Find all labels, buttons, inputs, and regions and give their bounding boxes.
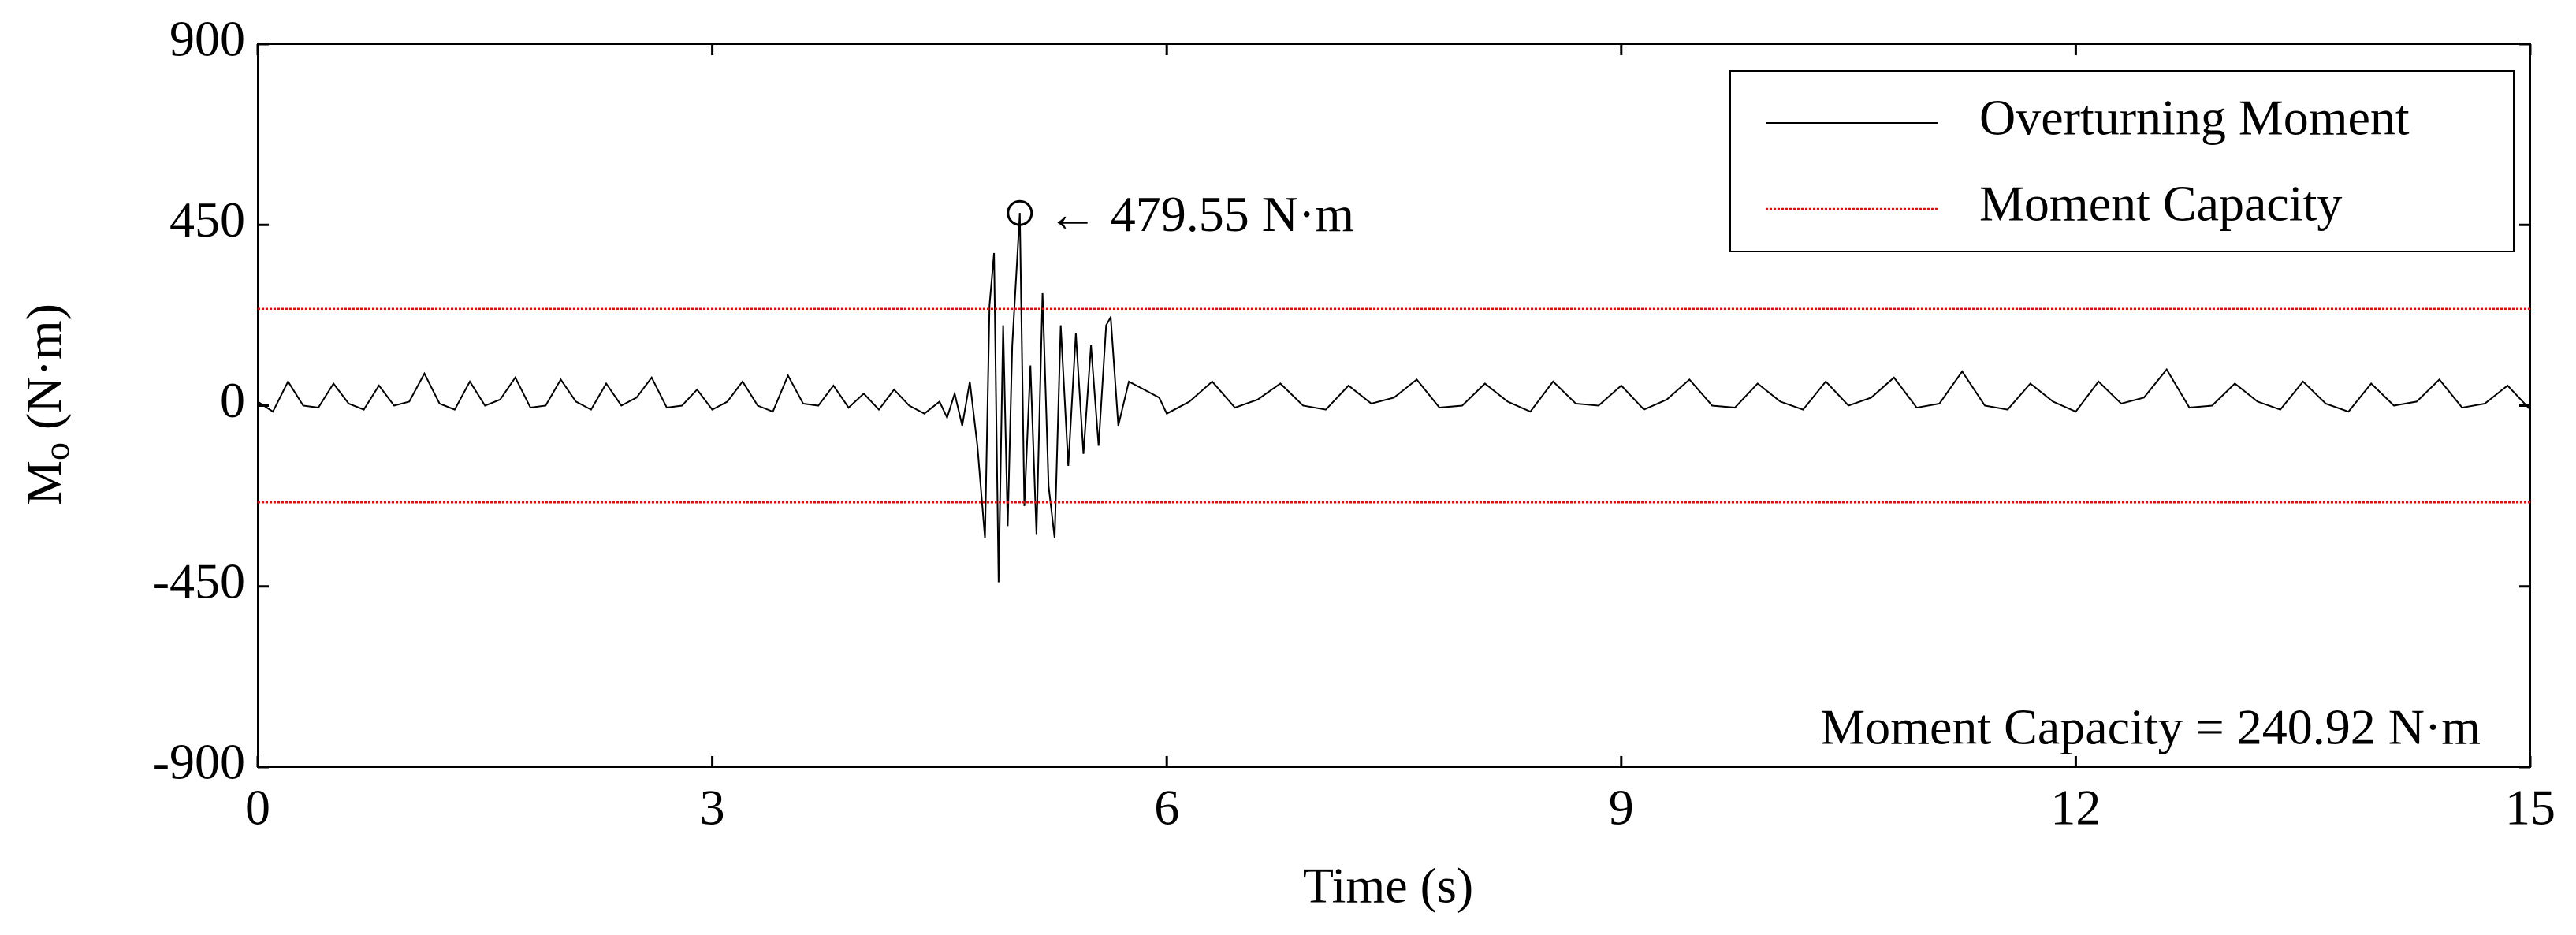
x-tick-label: 6 (1154, 780, 1179, 836)
peak-label: ← 479.55 N·m (1048, 186, 1354, 242)
capacity-note: Moment Capacity = 240.92 N·m (1820, 699, 2481, 755)
peak-marker (1007, 199, 1033, 226)
y-axis-label: Mo (N·m) (16, 304, 76, 505)
x-axis-label: Time (s) (1303, 858, 1473, 914)
y-tick-label: -900 (153, 734, 245, 790)
x-tick-label: 0 (245, 780, 270, 836)
y-label-main: M (16, 460, 72, 505)
y-tick-label: 900 (169, 11, 245, 67)
moment-line (257, 213, 2531, 583)
y-label-sub: o (36, 442, 76, 460)
legend-box (1729, 70, 2515, 252)
capacity-line (258, 307, 2530, 504)
y-tick-label: -450 (153, 553, 245, 609)
x-tick-label: 15 (2505, 780, 2556, 836)
legend-label: Overturning Moment (1979, 90, 2410, 146)
x-tick-label: 12 (2050, 780, 2101, 836)
x-tick-label: 9 (1609, 780, 1634, 836)
y-tick-label: 450 (169, 192, 245, 248)
x-tick-label: 3 (700, 780, 725, 836)
y-label-unit: (N·m) (16, 304, 72, 442)
y-tick-label: 0 (220, 372, 245, 428)
legend-label: Moment Capacity (1979, 176, 2342, 232)
